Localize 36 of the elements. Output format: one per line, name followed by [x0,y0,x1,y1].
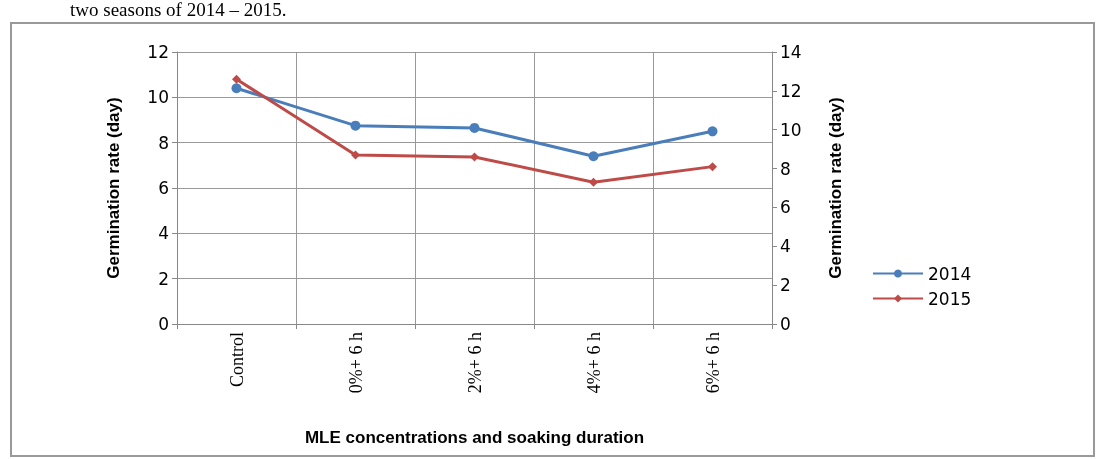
x-tick-label: 4%+ 6 h [583,332,604,394]
point [470,152,479,162]
y-tick-label: 2 [158,268,169,289]
x-tick-label: 0%+ 6 h [345,332,366,394]
point [588,151,599,162]
y-tick-label: 6 [158,178,169,198]
point [708,162,717,172]
y-tick-label: 10 [147,87,169,108]
point [350,120,361,131]
point [232,74,241,84]
y2-axis-title: Germination rate (day) [826,97,845,279]
y2-tick-label: 14 [780,42,802,62]
point [707,126,718,137]
point [231,83,242,94]
x-tick-label: 6%+ 6 h [702,332,723,394]
y-tick-label: 12 [147,42,169,62]
legend-label: 2015 [928,288,972,309]
point [589,177,598,187]
y2-tick-label: 10 [780,119,802,140]
y2-tick-label: 2 [780,275,791,296]
y2-tick-label: 0 [780,314,791,334]
y2-tick-label: 6 [780,197,791,218]
legend-label: 2014 [928,263,972,284]
y-axis-title: Germination rate (day) [104,97,123,279]
y2-tick-label: 4 [780,236,791,257]
x-tick-label: Control [226,332,247,388]
x-axis-title: MLE concentrations and soaking duration [304,428,645,447]
y-tick-label: 8 [158,132,169,153]
y-tick-label: 0 [158,314,169,334]
point [351,150,360,160]
x-tick-label: 2%+ 6 h [464,332,485,394]
y2-tick-label: 12 [780,80,802,101]
point [469,122,480,133]
y-tick-label: 4 [158,223,169,244]
text: two seasons of 2014 – 2015. [70,0,287,20]
y2-tick-label: 8 [780,158,791,179]
